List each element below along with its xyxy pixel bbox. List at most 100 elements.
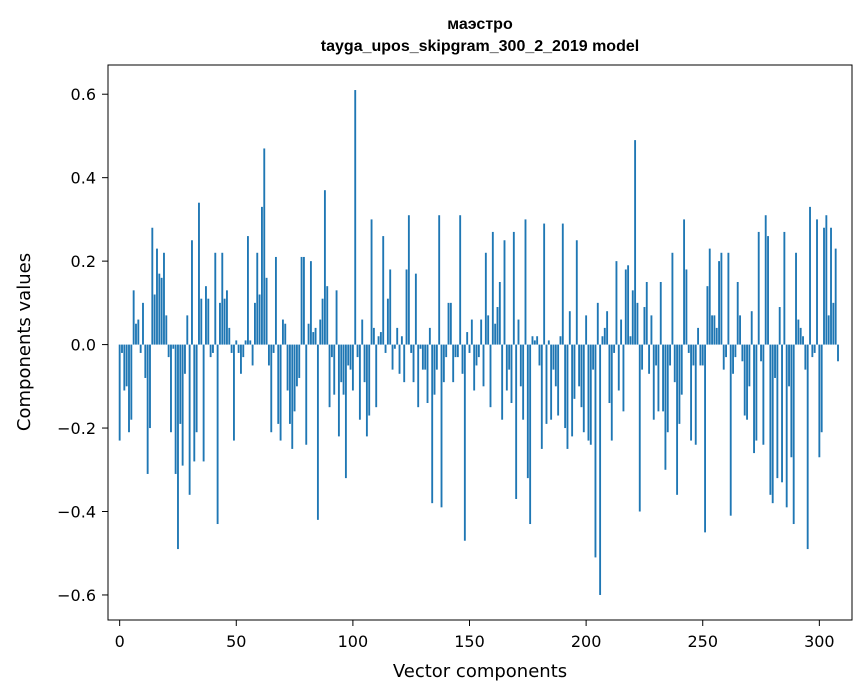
bar-175 — [526, 344, 529, 479]
bar-81 — [307, 323, 310, 345]
bar-142 — [449, 302, 452, 345]
bar-106 — [365, 344, 368, 437]
bar-13 — [149, 344, 151, 429]
bar-233 — [662, 344, 665, 412]
bar-30 — [188, 344, 191, 495]
bar-253 — [708, 248, 711, 345]
bar-50 — [235, 340, 238, 345]
bar-201 — [587, 344, 590, 441]
bar-159 — [489, 344, 492, 408]
bar-193 — [568, 311, 571, 345]
bar-265 — [736, 281, 739, 345]
bar-129 — [419, 344, 422, 349]
bar-125 — [410, 344, 413, 353]
bar-222 — [636, 302, 639, 345]
bar-83 — [312, 332, 315, 345]
bar-287 — [788, 344, 790, 387]
bar-126 — [412, 344, 415, 383]
bar-112 — [379, 332, 382, 345]
bar-31 — [191, 240, 193, 345]
bar-14 — [151, 227, 154, 345]
bar-41 — [214, 252, 217, 345]
bar-141 — [447, 302, 450, 345]
bar-239 — [676, 344, 679, 495]
bar-87 — [321, 298, 324, 345]
bar-18 — [160, 277, 163, 345]
bar-120 — [398, 344, 401, 374]
bar-133 — [428, 327, 431, 345]
bar-5 — [130, 344, 133, 420]
bar-25 — [177, 344, 179, 550]
bar-237 — [671, 252, 674, 345]
bar-154 — [477, 344, 480, 358]
bar-215 — [620, 319, 623, 345]
bar-196 — [575, 240, 578, 345]
x-axis: 0 50 100 150 200 250 300 — [115, 620, 835, 651]
bar-302 — [823, 227, 825, 345]
bar-208 — [603, 327, 606, 345]
bar-235 — [666, 344, 669, 433]
bar-114 — [384, 344, 387, 353]
bar-40 — [212, 344, 214, 353]
bar-134 — [431, 344, 434, 504]
bar-95 — [340, 344, 343, 383]
bar-53 — [242, 344, 245, 358]
bar-168 — [510, 344, 513, 404]
bar-149 — [466, 332, 469, 345]
bar-299 — [816, 219, 818, 345]
bar-197 — [578, 344, 581, 387]
bar-226 — [645, 281, 648, 345]
bar-22 — [170, 344, 172, 433]
bar-63 — [265, 277, 268, 345]
bar-84 — [314, 327, 317, 345]
bar-26 — [179, 344, 182, 424]
bar-121 — [400, 336, 403, 345]
bar-198 — [580, 344, 583, 408]
bar-79 — [302, 256, 305, 345]
bar-190 — [561, 223, 564, 345]
bar-277 — [764, 215, 767, 345]
bar-304 — [827, 315, 830, 345]
bar-68 — [277, 344, 280, 424]
bar-303 — [825, 215, 828, 345]
y-tick-label: 0.0 — [71, 336, 96, 355]
bar-146 — [459, 215, 462, 345]
bar-60 — [258, 294, 261, 345]
bar-217 — [624, 269, 627, 345]
bar-80 — [305, 344, 308, 445]
bar-51 — [237, 344, 240, 353]
bar-216 — [622, 344, 625, 412]
bar-155 — [480, 319, 483, 345]
bar-200 — [585, 315, 588, 345]
bar-206 — [599, 344, 602, 595]
bar-280 — [771, 344, 774, 504]
bar-43 — [219, 302, 221, 345]
bar-67 — [274, 256, 277, 345]
bar-278 — [767, 236, 769, 345]
bar-28 — [184, 344, 186, 374]
bar-104 — [361, 319, 364, 345]
bar-58 — [254, 302, 256, 345]
plot-frame — [107, 64, 853, 621]
bar-135 — [433, 344, 436, 395]
bar-234 — [664, 344, 667, 470]
bar-231 — [657, 344, 660, 412]
bar-97 — [344, 344, 347, 479]
bar-291 — [797, 319, 800, 345]
bar-101 — [354, 90, 357, 345]
bar-266 — [739, 315, 741, 345]
bar-244 — [687, 344, 690, 353]
bar-92 — [333, 344, 336, 395]
bar-91 — [330, 344, 333, 358]
bar-285 — [783, 231, 786, 345]
x-tick-label: 150 — [454, 632, 485, 651]
bar-2 — [123, 344, 126, 391]
bar-241 — [680, 344, 683, 395]
bar-262 — [729, 344, 732, 516]
bar-119 — [396, 327, 399, 345]
bar-37 — [205, 286, 207, 345]
bar-17 — [158, 273, 161, 345]
bar-156 — [482, 344, 485, 387]
bar-69 — [279, 344, 282, 441]
bar-238 — [673, 344, 676, 383]
